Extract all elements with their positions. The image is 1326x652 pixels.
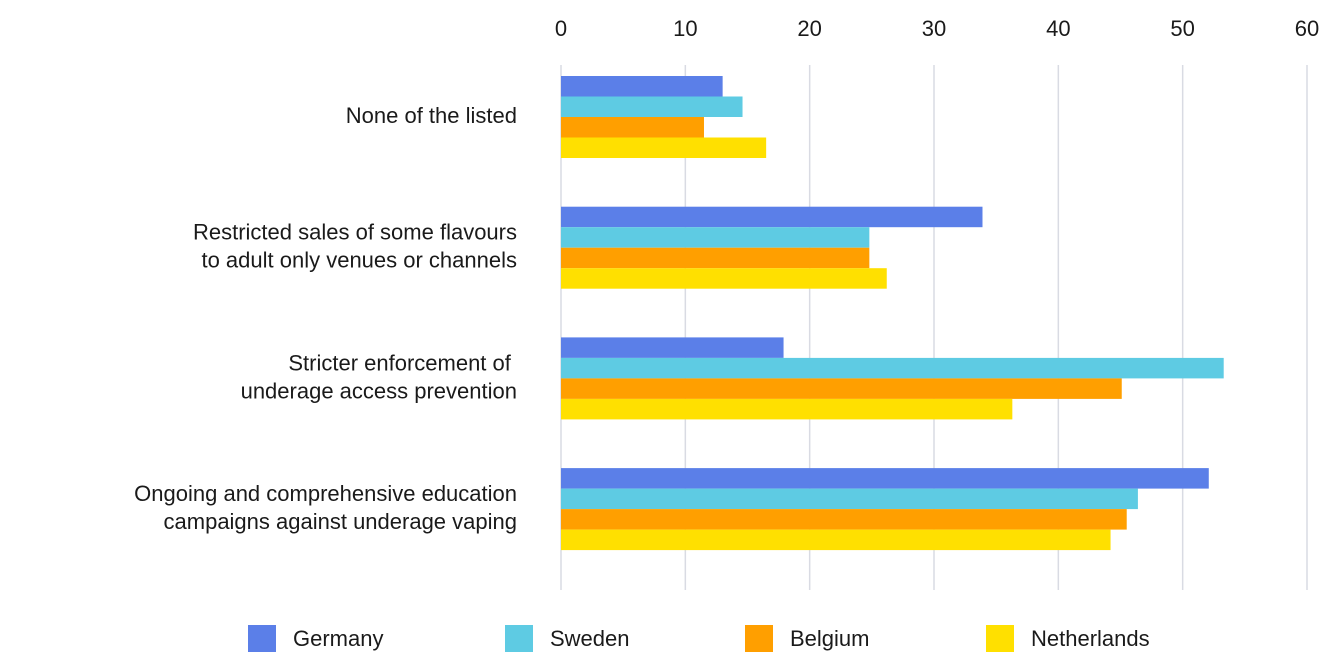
- bar: [561, 468, 1209, 489]
- category-label: Ongoing and comprehensive education campa…: [134, 481, 517, 534]
- bar: [561, 378, 1122, 399]
- x-tick-label: 60: [1295, 16, 1319, 41]
- bar: [561, 357, 1224, 379]
- bar: [561, 529, 1111, 551]
- bar: [561, 398, 1013, 420]
- x-tick-label: 10: [673, 16, 697, 41]
- bar: [561, 268, 887, 289]
- legend-label: Germany: [293, 626, 383, 651]
- legend-swatch: [248, 625, 276, 652]
- bar: [561, 96, 743, 117]
- bar: [561, 488, 1138, 510]
- x-tick-label: 0: [555, 16, 567, 41]
- category-label: None of the listed: [346, 103, 517, 128]
- bar: [561, 206, 983, 228]
- bar: [561, 509, 1127, 530]
- x-tick-label: 50: [1170, 16, 1194, 41]
- legend-label: Netherlands: [1031, 626, 1150, 651]
- bar: [561, 76, 723, 97]
- legend-swatch: [505, 625, 533, 652]
- x-tick-label: 30: [922, 16, 946, 41]
- category-label: Restricted sales of some flavours to adul…: [193, 220, 517, 273]
- x-tick-label: 20: [797, 16, 821, 41]
- category-label: Stricter enforcement of underage access …: [241, 350, 517, 403]
- legend-label: Belgium: [790, 626, 869, 651]
- legend-swatch: [745, 625, 773, 652]
- legend-label: Sweden: [550, 626, 630, 651]
- bar: [561, 137, 767, 158]
- x-tick-label: 40: [1046, 16, 1070, 41]
- bar: [561, 227, 870, 248]
- bar: [561, 117, 704, 138]
- bar: [561, 337, 784, 358]
- legend-swatch: [986, 625, 1014, 652]
- bar: [561, 247, 870, 269]
